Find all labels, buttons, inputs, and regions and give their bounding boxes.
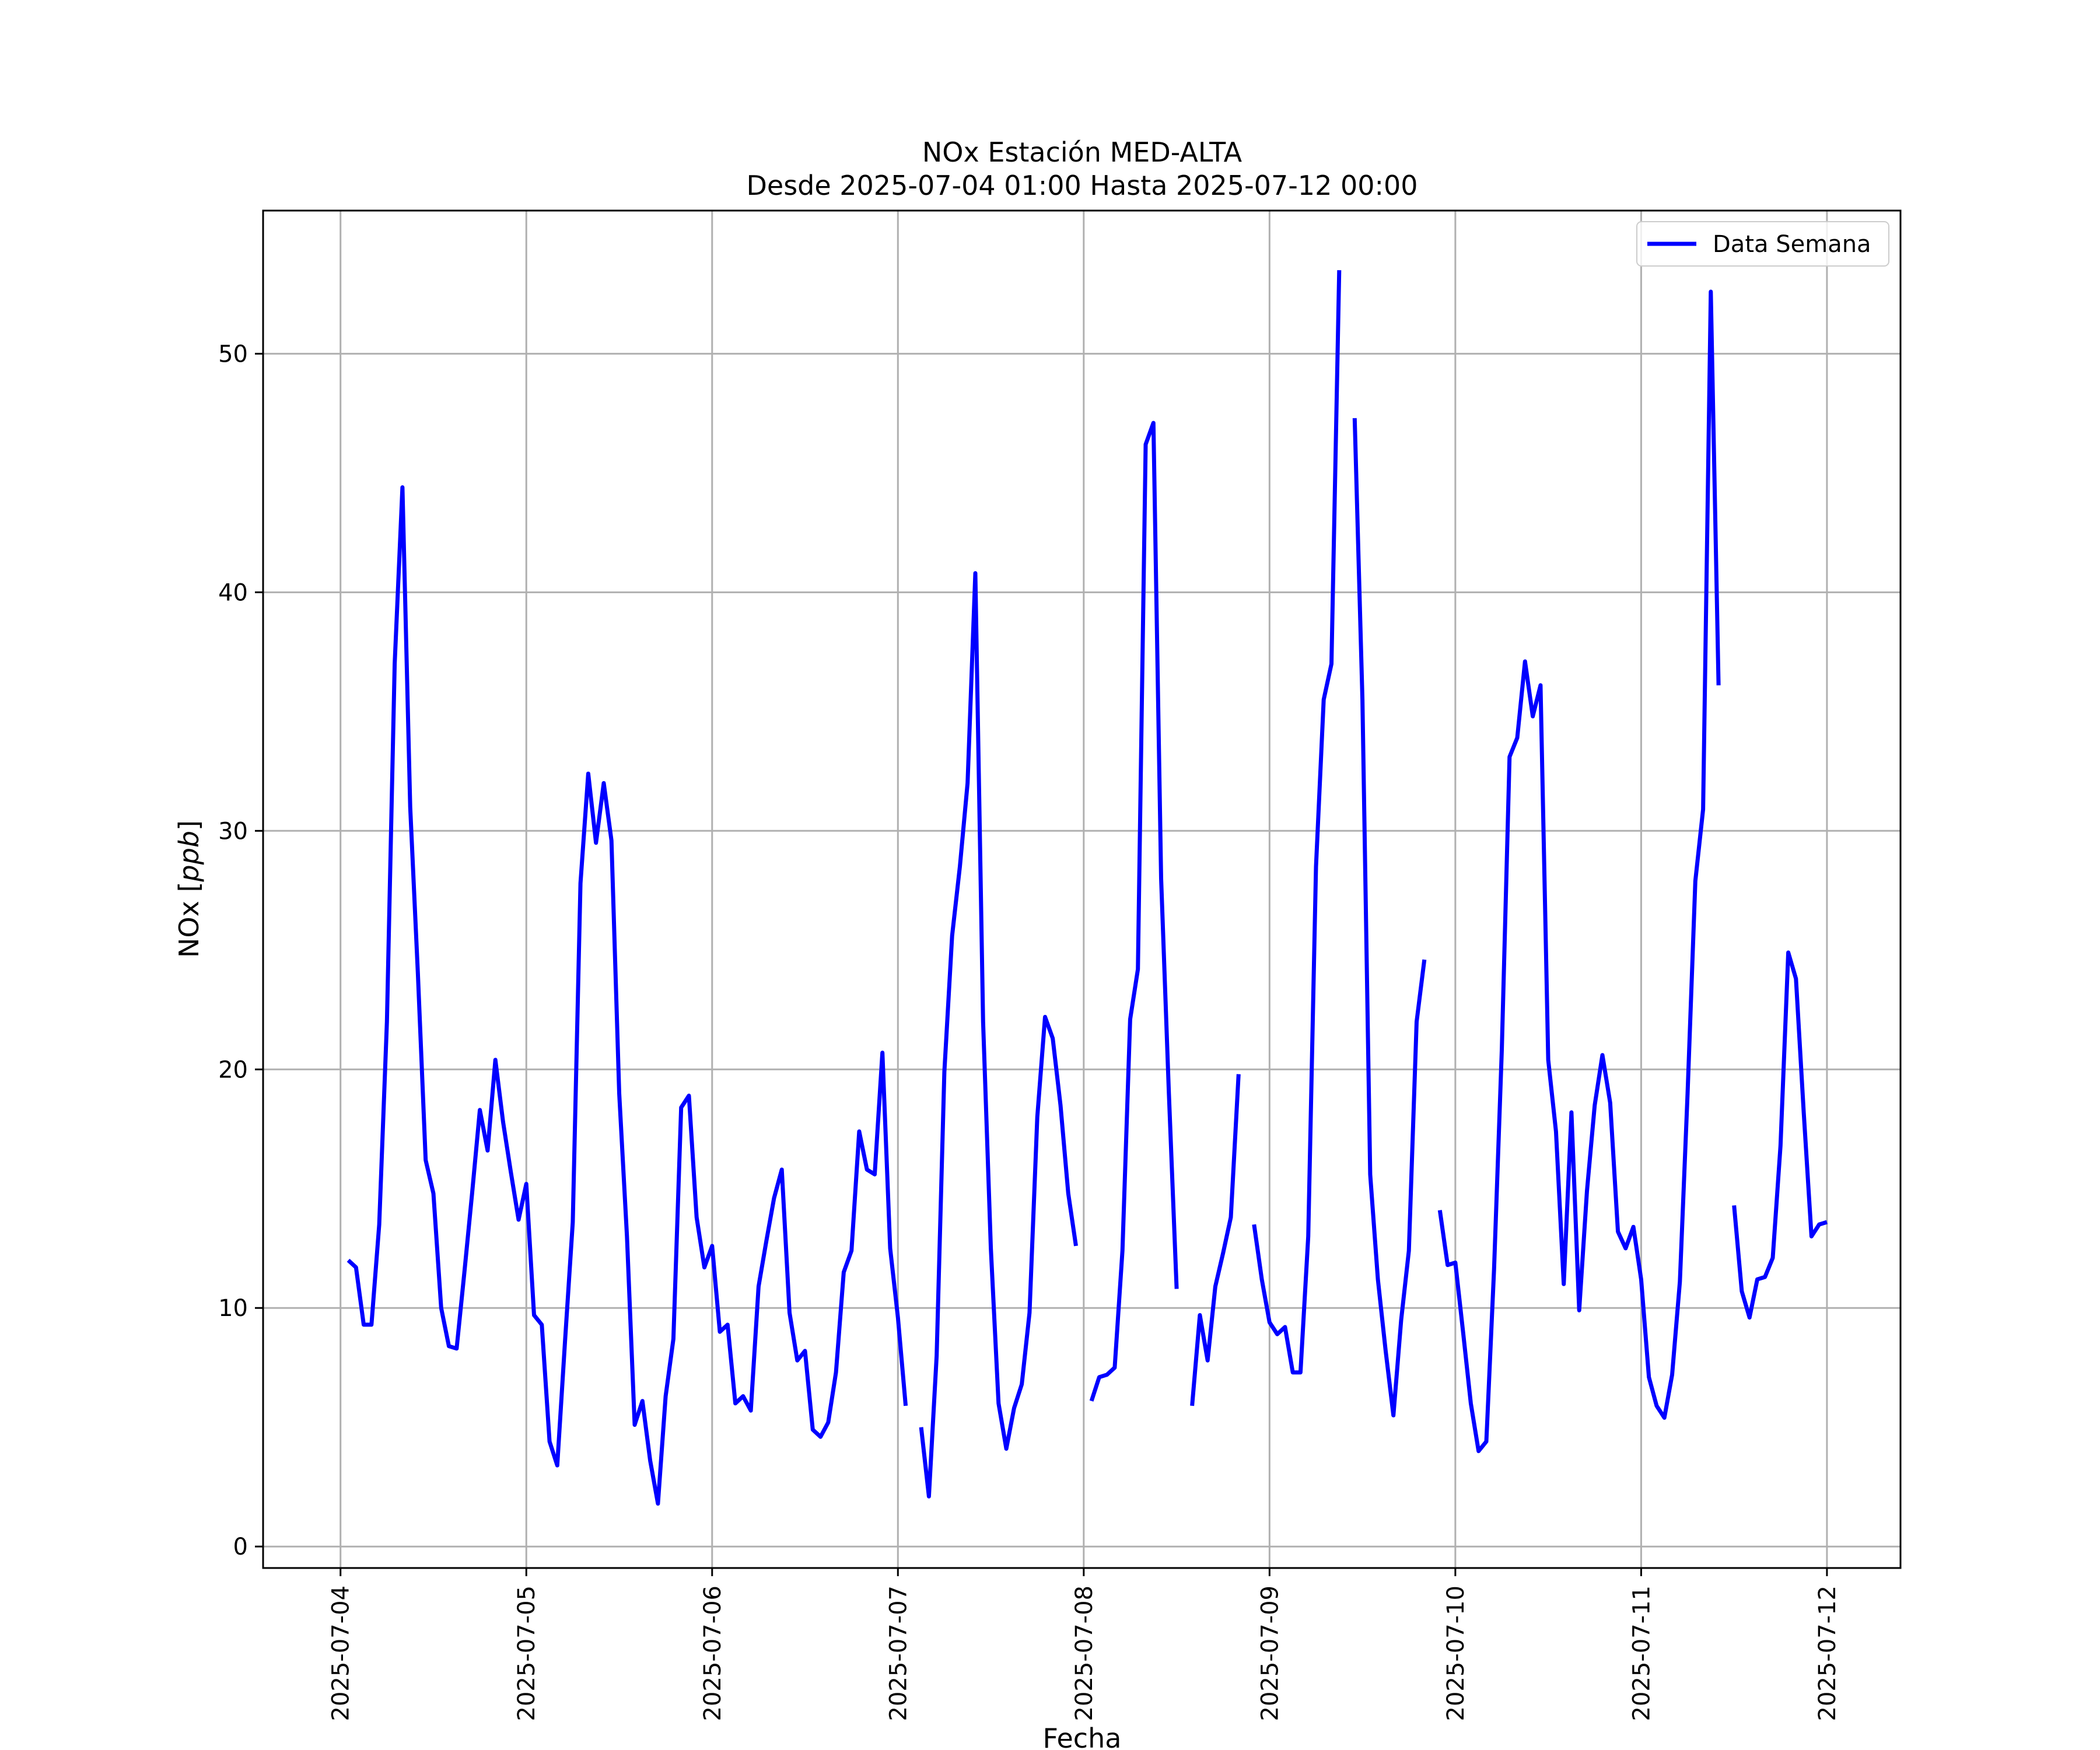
series-line-segment <box>1352 418 1427 1418</box>
legend: Data Semana <box>1636 221 1889 267</box>
y-tick-label: 40 <box>218 579 248 606</box>
series-line-segment <box>346 485 908 1506</box>
grid-lines <box>263 211 1901 1568</box>
y-tick-label: 30 <box>218 818 248 845</box>
legend-box <box>1636 221 1889 267</box>
x-tick-label: 2025-07-10 <box>1443 1586 1469 1721</box>
legend-label-data-semana: Data Semana <box>1713 231 1871 258</box>
x-axis-label: Fecha <box>1043 1723 1122 1750</box>
x-tick-label: 2025-07-12 <box>1814 1586 1841 1721</box>
x-tick-label: 2025-07-05 <box>513 1586 540 1721</box>
y-tick-label: 0 <box>233 1534 248 1560</box>
x-tick-label: 2025-07-07 <box>885 1586 912 1721</box>
series-line-segment <box>1190 1074 1241 1406</box>
series-line-segment <box>1089 421 1179 1402</box>
y-axis-label: NOx [ppb] <box>173 820 205 958</box>
y-axis-label-close: ] <box>173 820 205 831</box>
y-tick-label: 20 <box>218 1056 248 1083</box>
series-line-segment <box>1437 289 1721 1454</box>
series-line-segment <box>1732 950 1828 1320</box>
tick-layer: 2025-07-04 2025-07-05 2025-07-06 2025-07-07… <box>218 341 1841 1721</box>
y-tick-label: 10 <box>218 1295 248 1322</box>
y-tick-label: 50 <box>218 341 248 368</box>
x-tick-label: 2025-07-11 <box>1628 1586 1655 1721</box>
y-axis-label-unit: ppb <box>173 831 205 883</box>
x-tick-label: 2025-07-04 <box>328 1586 355 1721</box>
y-axis-label-text: NOx [ <box>173 882 205 958</box>
plot-area-frame <box>262 209 1902 1569</box>
series-line-segment <box>1252 270 1342 1375</box>
x-tick-label: 2025-07-06 <box>699 1586 726 1721</box>
series-line-segment <box>919 571 1078 1499</box>
x-tick-label: 2025-07-08 <box>1071 1586 1098 1721</box>
x-tick-label: 2025-07-09 <box>1256 1586 1283 1721</box>
series-layer <box>346 270 1828 1506</box>
chart-subtitle: Desde 2025-07-04 01:00 Hasta 2025-07-12 … <box>746 170 1418 201</box>
chart-title: NOx Estación MED-ALTA <box>922 136 1242 168</box>
